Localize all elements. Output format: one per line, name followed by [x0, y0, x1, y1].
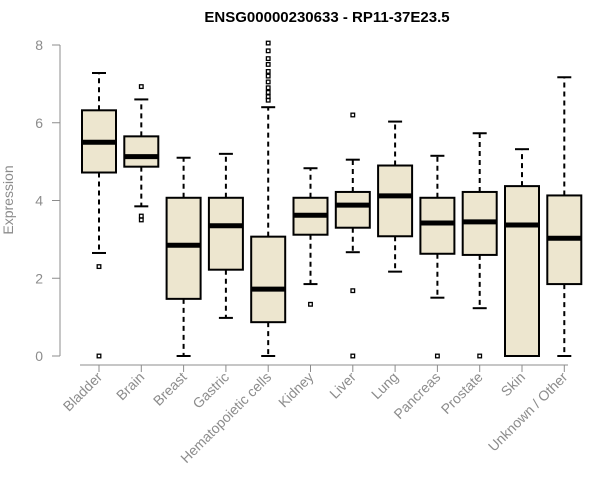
outlier-point — [350, 353, 356, 359]
outlier-point — [350, 112, 356, 118]
box-7 — [377, 120, 414, 273]
box-11 — [546, 76, 583, 357]
box-3 — [207, 152, 244, 319]
x-tick-label-11: Unknown / Other — [485, 369, 571, 455]
y-tick-label-4: 8 — [35, 37, 43, 53]
y-tick-label-2: 4 — [35, 193, 43, 209]
iqr-box — [207, 196, 244, 271]
y-tick-label-3: 6 — [35, 115, 43, 131]
x-tick-label-2: Breast — [150, 369, 190, 409]
iqr-box — [334, 190, 371, 229]
outlier-point — [265, 79, 271, 85]
x-tick-label-0: Bladder — [60, 369, 106, 415]
outlier-point — [265, 40, 271, 46]
box-8 — [419, 154, 456, 359]
x-tick-label-5: Kidney — [275, 369, 317, 411]
outlier-point — [477, 353, 483, 359]
outlier-point — [265, 97, 271, 103]
iqr-box — [165, 196, 202, 300]
x-tick-label-9: Prostate — [438, 369, 486, 417]
outlier-point — [138, 217, 144, 223]
outlier-point — [265, 89, 271, 95]
iqr-box — [504, 185, 540, 357]
outlier-point — [265, 68, 271, 74]
x-tick-label-1: Brain — [113, 369, 147, 403]
x-tick-label-8: Pancreas — [390, 369, 443, 422]
box-9 — [461, 132, 498, 359]
iqr-box — [250, 235, 287, 324]
box-5 — [292, 167, 329, 307]
outlier-point — [96, 264, 102, 270]
chart-title: ENSG00000230633 - RP11-37E23.5 — [204, 9, 449, 26]
y-tick-label-1: 2 — [35, 270, 43, 286]
outlier-point — [265, 73, 271, 79]
x-tick-label-10: Skin — [498, 369, 529, 400]
outlier-point — [96, 353, 102, 359]
outlier-point — [265, 48, 271, 54]
boxes-group — [81, 40, 583, 359]
outlier-point — [434, 353, 440, 359]
iqr-box — [419, 196, 456, 255]
box-10 — [504, 148, 540, 357]
x-tick-label-7: Lung — [368, 369, 401, 402]
box-1 — [123, 84, 160, 223]
outlier-point — [265, 85, 271, 91]
outlier-point — [350, 288, 356, 294]
y-axis-ticks: 0 2 4 6 8 — [35, 37, 60, 364]
y-tick-label-0: 0 — [35, 348, 43, 364]
box-0 — [81, 71, 117, 359]
x-tick-label-6: Liver — [326, 369, 359, 402]
outlier-point — [265, 61, 271, 67]
y-axis-label: Expression — [0, 165, 16, 234]
outlier-point — [138, 213, 144, 219]
box-4 — [250, 40, 287, 357]
box-2 — [165, 156, 202, 357]
iqr-box — [123, 135, 160, 168]
iqr-box — [377, 164, 414, 238]
outlier-point — [308, 301, 313, 307]
outlier-point — [138, 84, 144, 90]
box-6 — [334, 112, 371, 359]
outlier-point — [265, 56, 271, 62]
